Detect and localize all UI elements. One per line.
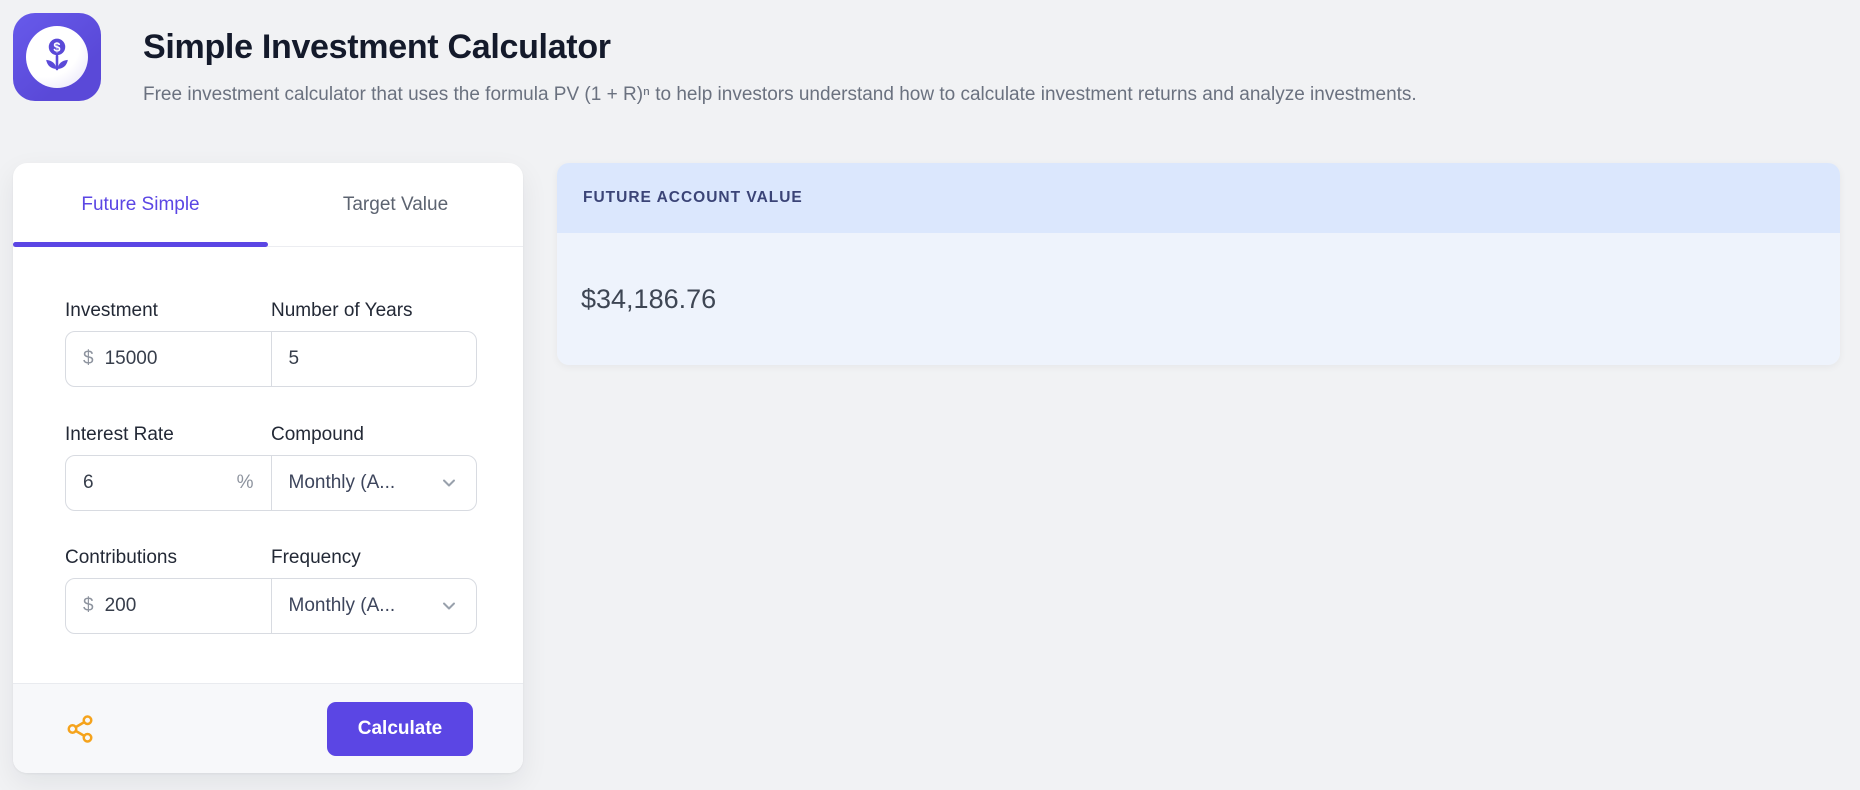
tab-future-simple-label: Future Simple [81, 193, 200, 215]
row2-input-group: % Monthly (A... [65, 455, 477, 511]
share-icon [67, 714, 93, 743]
frequency-select-value: Monthly (A... [288, 595, 396, 616]
investment-cell: $ [66, 332, 271, 386]
compound-select[interactable]: Monthly (A... [270, 456, 477, 510]
contributions-cell: $ [66, 579, 271, 633]
tab-target-value[interactable]: Target Value [268, 163, 523, 246]
contributions-input[interactable] [104, 595, 254, 617]
share-button[interactable] [65, 714, 95, 744]
calculator-form: Investment Number of Years $ Interest Ra… [13, 300, 523, 634]
money-plant-icon: $ [26, 26, 88, 88]
future-account-value: $34,186.76 [581, 283, 717, 314]
calculator-card: Future Simple Target Value Investment Nu… [13, 163, 523, 773]
svg-text:$: $ [53, 40, 60, 55]
interest-rate-label: Interest Rate [65, 424, 174, 445]
interest-rate-cell: % [66, 456, 271, 510]
years-cell [270, 332, 477, 386]
dollar-prefix: $ [83, 595, 94, 616]
contributions-label: Contributions [65, 547, 177, 568]
compound-select-value: Monthly (A... [288, 472, 396, 493]
years-input[interactable] [288, 348, 459, 370]
money-plant-glyph: $ [46, 38, 68, 71]
dollar-prefix: $ [83, 348, 94, 369]
row3-input-group: $ Monthly (A... [65, 578, 477, 634]
row1-input-group: $ [65, 331, 477, 387]
investment-label: Investment [65, 300, 158, 321]
calculate-button[interactable]: Calculate [327, 701, 473, 756]
result-panel-header: FUTURE ACCOUNT VALUE [557, 163, 1840, 233]
chevron-down-icon [439, 473, 459, 493]
page-subtitle: Free investment calculator that uses the… [143, 84, 1417, 105]
result-panel-body: $34,186.76 [557, 233, 1840, 365]
compound-label: Compound [271, 424, 364, 445]
tab-future-simple[interactable]: Future Simple [13, 163, 268, 247]
years-label: Number of Years [271, 300, 413, 321]
investment-input[interactable] [104, 348, 254, 370]
frequency-label: Frequency [271, 547, 361, 568]
page-title: Simple Investment Calculator [143, 28, 611, 66]
tab-target-value-label: Target Value [342, 193, 449, 215]
result-header-label: FUTURE ACCOUNT VALUE [583, 189, 803, 206]
tab-bar: Future Simple Target Value [13, 163, 523, 247]
chevron-down-icon [439, 596, 459, 616]
app-logo: $ [13, 13, 101, 101]
interest-rate-input[interactable] [83, 472, 229, 494]
frequency-select[interactable]: Monthly (A... [270, 579, 477, 633]
result-panel: FUTURE ACCOUNT VALUE $34,186.76 [557, 163, 1840, 365]
calculator-footer: Calculate [13, 683, 523, 773]
percent-suffix: % [236, 472, 254, 493]
